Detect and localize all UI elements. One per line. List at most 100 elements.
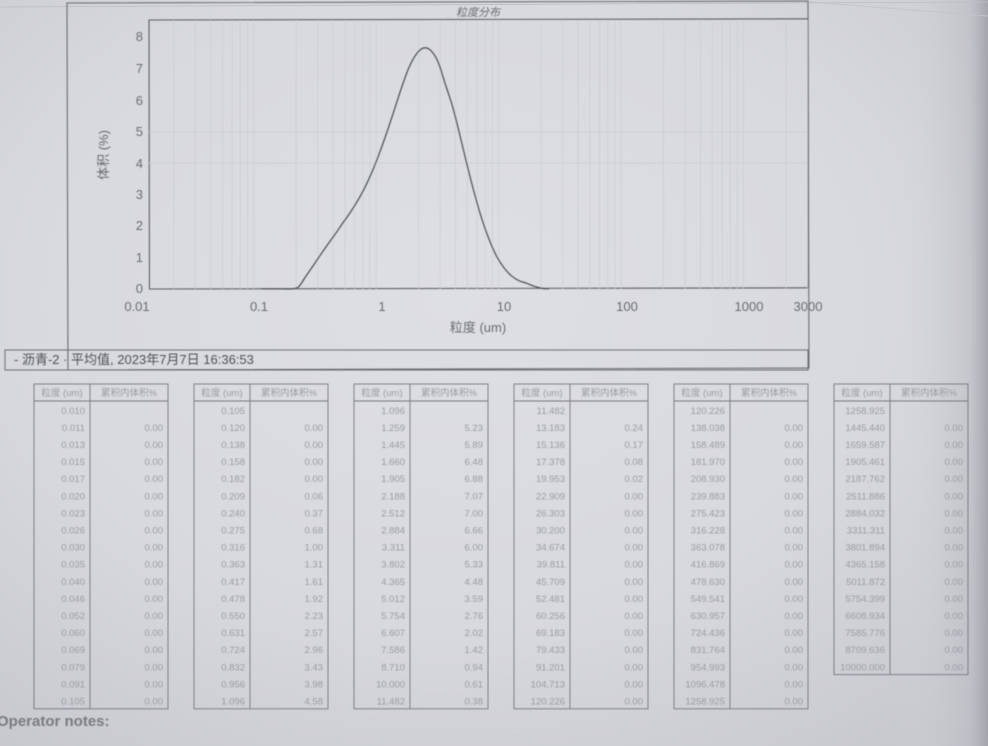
svg-text:10: 10 [497,299,511,314]
svg-text:体积 (%): 体积 (%) [96,130,111,180]
svg-text:5011.872: 5011.872 [846,577,885,588]
svg-text:3.59: 3.59 [465,594,484,605]
svg-text:0.046: 0.046 [61,594,85,605]
svg-text:0.00: 0.00 [945,560,964,571]
svg-text:0.00: 0.00 [945,423,964,434]
svg-text:120.226: 120.226 [531,697,565,708]
svg-text:0.00: 0.00 [145,508,164,519]
svg-text:4.48: 4.48 [465,577,484,588]
svg-text:0.00: 0.00 [145,526,164,537]
svg-text:0.00: 0.00 [785,491,804,502]
svg-text:1.445: 1.445 [381,440,405,451]
svg-text:0.00: 0.00 [945,474,964,485]
svg-text:11.482: 11.482 [377,697,405,708]
svg-text:0.020: 0.020 [61,491,85,502]
svg-text:6.607: 6.607 [381,628,405,639]
svg-text:0.00: 0.00 [145,594,164,605]
svg-text:0.00: 0.00 [785,543,804,554]
svg-text:0.363: 0.363 [221,560,245,571]
svg-text:0.02: 0.02 [625,474,644,485]
svg-text:138.038: 138.038 [691,423,725,434]
svg-text:3.43: 3.43 [305,662,324,673]
svg-text:1: 1 [136,250,143,265]
svg-text:549.541: 549.541 [691,594,725,605]
svg-text:0.209: 0.209 [221,491,245,502]
svg-text:4: 4 [136,156,143,171]
svg-text:3311.311: 3311.311 [847,526,885,537]
svg-text:239.883: 239.883 [691,491,725,502]
svg-text:17.378: 17.378 [536,457,565,468]
svg-text:0.026: 0.026 [61,526,85,537]
svg-text:1.61: 1.61 [305,577,324,588]
svg-text:0.030: 0.030 [61,543,85,554]
svg-text:39.811: 39.811 [537,560,565,571]
svg-text:0.00: 0.00 [785,440,804,451]
svg-text:0.550: 0.550 [221,611,245,622]
svg-text:4365.158: 4365.158 [845,560,885,571]
svg-text:6: 6 [136,93,143,108]
svg-text:1659.587: 1659.587 [845,440,885,451]
svg-text:2.57: 2.57 [305,628,324,639]
svg-text:累积内体积%: 累积内体积% [581,387,638,399]
svg-text:11.482: 11.482 [537,406,565,417]
svg-text:3: 3 [136,187,143,202]
svg-text:2187.762: 2187.762 [845,474,885,485]
svg-text:0.00: 0.00 [945,611,964,622]
svg-text:13.183: 13.183 [536,423,565,434]
svg-text:0.011: 0.011 [62,423,85,434]
svg-text:0.00: 0.00 [145,662,164,673]
svg-text:1096.478: 1096.478 [685,679,725,690]
svg-text:0.00: 0.00 [145,611,164,622]
svg-text:0.00: 0.00 [145,543,164,554]
svg-text:0.00: 0.00 [785,474,804,485]
svg-text:0.00: 0.00 [145,560,164,571]
svg-text:7.00: 7.00 [465,508,484,519]
svg-text:0.00: 0.00 [145,628,164,639]
svg-text:0.00: 0.00 [625,611,644,622]
svg-text:0.00: 0.00 [785,697,804,708]
svg-text:0.00: 0.00 [785,662,804,673]
svg-text:3.802: 3.802 [381,560,405,571]
svg-text:0.00: 0.00 [145,645,164,656]
svg-text:0.724: 0.724 [221,645,245,656]
svg-text:0.010: 0.010 [61,406,85,417]
svg-text:7.586: 7.586 [381,645,405,656]
svg-text:2: 2 [136,218,143,233]
svg-text:1.259: 1.259 [381,423,405,434]
svg-text:0.631: 0.631 [221,628,245,639]
svg-text:0.1: 0.1 [250,299,268,314]
svg-text:0.00: 0.00 [625,594,644,605]
svg-text:3.98: 3.98 [305,679,324,690]
svg-text:累积内体积%: 累积内体积% [101,387,158,399]
svg-text:181.970: 181.970 [691,457,725,468]
svg-text:60.256: 60.256 [536,611,565,622]
svg-text:1.905: 1.905 [381,474,405,485]
svg-text:0.158: 0.158 [221,457,245,468]
svg-text:0.240: 0.240 [221,508,245,519]
svg-text:0.00: 0.00 [625,628,644,639]
svg-text:0.00: 0.00 [785,628,804,639]
svg-text:158.489: 158.489 [691,440,725,451]
svg-text:79.433: 79.433 [536,645,565,656]
svg-text:2.96: 2.96 [305,645,324,656]
svg-text:0.00: 0.00 [785,645,804,656]
svg-text:0.00: 0.00 [625,526,644,537]
svg-text:6608.934: 6608.934 [845,611,885,622]
svg-text:0.275: 0.275 [221,526,245,537]
svg-text:30.200: 30.200 [536,526,565,537]
svg-text:Operator notes:: Operator notes: [0,713,110,730]
svg-text:1445.440: 1445.440 [845,423,885,434]
svg-text:0.01: 0.01 [124,299,149,314]
svg-text:0.00: 0.00 [625,508,644,519]
svg-text:26.303: 26.303 [536,508,565,519]
svg-text:15.136: 15.136 [536,440,565,451]
svg-text:0.00: 0.00 [305,457,324,468]
svg-text:52.481: 52.481 [536,594,565,605]
svg-text:45.709: 45.709 [536,577,565,588]
svg-text:7585.776: 7585.776 [845,628,885,639]
svg-text:0.00: 0.00 [625,577,644,588]
svg-text:1.00: 1.00 [305,543,324,554]
svg-text:0.00: 0.00 [625,645,644,656]
svg-text:5754.399: 5754.399 [845,594,885,605]
svg-text:1.660: 1.660 [381,457,405,468]
